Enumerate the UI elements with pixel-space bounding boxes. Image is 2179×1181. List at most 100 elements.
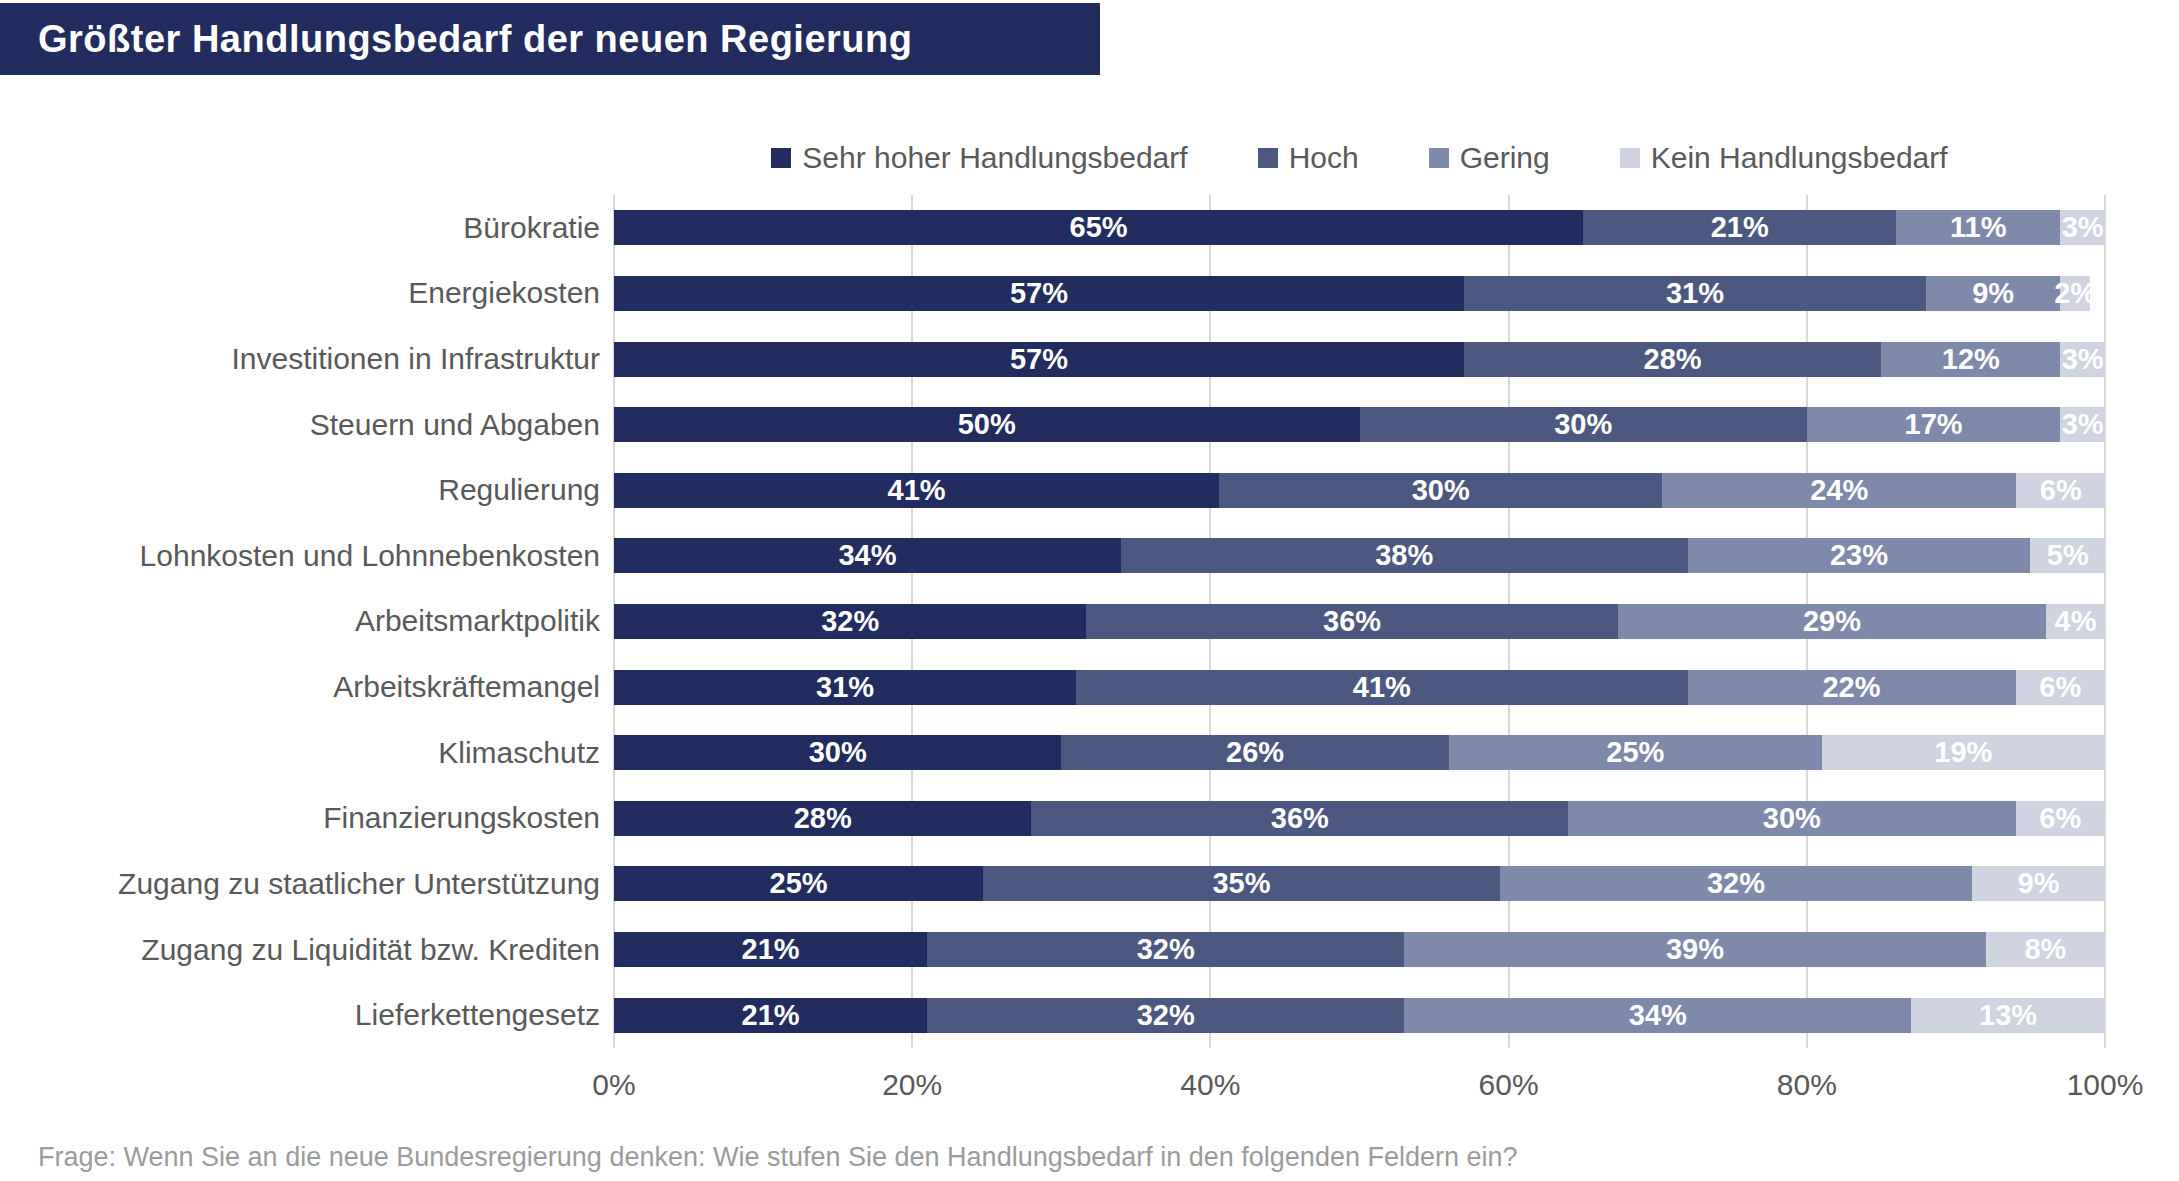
- value-label: 3%: [2062, 211, 2104, 244]
- value-label: 57%: [1010, 277, 1068, 310]
- value-label: 21%: [742, 933, 800, 966]
- bar-segment: 3%: [2060, 210, 2105, 245]
- value-label: 13%: [1979, 999, 2037, 1032]
- value-label: 22%: [1822, 671, 1880, 704]
- value-label: 35%: [1212, 867, 1270, 900]
- value-label: 36%: [1323, 605, 1381, 638]
- bar-segment: 28%: [1464, 342, 1881, 377]
- category-label: Zugang zu staatlicher Unterstützung: [40, 867, 614, 901]
- value-label: 17%: [1905, 408, 1963, 441]
- bar-segment: 35%: [983, 866, 1500, 901]
- bar-segment: 39%: [1404, 932, 1985, 967]
- bar-segment: 30%: [614, 735, 1061, 770]
- value-label: 29%: [1803, 605, 1861, 638]
- bar-segment: 41%: [614, 473, 1219, 508]
- chart-row: Regulierung41% 30% 24% 6%: [40, 457, 2105, 523]
- legend-swatch-icon: [771, 148, 791, 168]
- value-label: 11%: [1950, 211, 2006, 244]
- bar-track: 57% 31% 9%2%: [614, 276, 2105, 311]
- bar-segment: 38%: [1121, 538, 1688, 573]
- bar-segment: 32%: [614, 604, 1086, 639]
- category-label: Bürokratie: [40, 211, 614, 245]
- value-label: 5%: [2047, 539, 2089, 572]
- bar-track: 21% 32% 39% 8%: [614, 932, 2105, 967]
- legend-label: Sehr hoher Handlungsbedarf: [802, 141, 1187, 175]
- bar-segment: 32%: [927, 998, 1404, 1033]
- chart-row: Investitionen in Infrastruktur57%28%12%3…: [40, 326, 2105, 392]
- value-label: 65%: [1070, 211, 1128, 244]
- bar-segment: 9%: [1972, 866, 2105, 901]
- category-label: Regulierung: [40, 473, 614, 507]
- bar-segment: 30%: [1219, 473, 1662, 508]
- category-label: Arbeitsmarktpolitik: [40, 604, 614, 638]
- bar-segment: 32%: [1500, 866, 1972, 901]
- bar-segment: 21%: [614, 998, 927, 1033]
- bar-segment: 17%: [1807, 407, 2060, 442]
- bar-segment: 22%: [1688, 670, 2016, 705]
- chart-row: Arbeitskräftemangel31%41%22%6%: [40, 654, 2105, 720]
- bar-track: 21%32%34%13%: [614, 998, 2105, 1033]
- bar-track: 34%38% 23% 5%: [614, 538, 2105, 573]
- legend: Sehr hoher HandlungsbedarfHochGeringKein…: [614, 138, 2105, 178]
- axis-tick-label: 80%: [1777, 1068, 1837, 1102]
- bar-segment: 32%: [927, 932, 1404, 967]
- bar-segment: 65%: [614, 210, 1583, 245]
- value-label: 24%: [1810, 474, 1868, 507]
- value-label: 30%: [1763, 802, 1821, 835]
- value-label: 21%: [742, 999, 800, 1032]
- axis-tick-label: 0%: [592, 1068, 635, 1102]
- value-label: 31%: [816, 671, 874, 704]
- value-label: 23%: [1830, 539, 1888, 572]
- value-label: 25%: [1606, 736, 1664, 769]
- value-label: 6%: [2039, 802, 2081, 835]
- chart-row: Arbeitsmarktpolitik 32% 36% 29% 4%: [40, 589, 2105, 655]
- bar-segment: 30%: [1360, 407, 1807, 442]
- bar-segment: 6%: [2016, 670, 2105, 705]
- bar-segment: 28%: [614, 801, 1031, 836]
- value-label: 41%: [1353, 671, 1411, 704]
- bar-segment: 5%: [2030, 538, 2105, 573]
- legend-swatch-icon: [1429, 148, 1449, 168]
- bar-segment: 41%: [1076, 670, 1687, 705]
- chart-row: Energiekosten 57% 31% 9%2%: [40, 261, 2105, 327]
- value-label: 19%: [1934, 736, 1992, 769]
- category-label: Energiekosten: [40, 276, 614, 310]
- bar-segment: 13%: [1911, 998, 2105, 1033]
- chart-row: Zugang zu Liquidität bzw. Krediten 21% 32%…: [40, 917, 2105, 983]
- value-label: 8%: [2024, 933, 2066, 966]
- value-label: 31%: [1666, 277, 1724, 310]
- bar-segment: 9%: [1926, 276, 2060, 311]
- bar-segment: 31%: [1464, 276, 1926, 311]
- legend-swatch-icon: [1620, 148, 1640, 168]
- axis-tick-label: 100%: [2067, 1068, 2144, 1102]
- bar-segment: 57%: [614, 342, 1464, 377]
- chart-title: Größter Handlungsbedarf der neuen Regier…: [38, 18, 912, 61]
- value-label: 26%: [1226, 736, 1284, 769]
- value-label: 3%: [2062, 408, 2104, 441]
- value-label: 30%: [1412, 474, 1470, 507]
- bar-segment: 11%: [1896, 210, 2060, 245]
- chart-row: Bürokratie65%21%11%3%: [40, 195, 2105, 261]
- value-label: 9%: [2018, 867, 2060, 900]
- category-label: Zugang zu Liquidität bzw. Krediten: [40, 933, 614, 967]
- axis-tick-label: 40%: [1180, 1068, 1240, 1102]
- value-label: 30%: [1554, 408, 1612, 441]
- category-label: Steuern und Abgaben: [40, 408, 614, 442]
- bar-segment: 4%: [2046, 604, 2105, 639]
- bar-segment: 34%: [614, 538, 1121, 573]
- value-label: 6%: [2040, 474, 2082, 507]
- value-label: 2%: [2054, 277, 2096, 310]
- value-label: 39%: [1666, 933, 1724, 966]
- value-label: 32%: [1707, 867, 1765, 900]
- legend-item: Sehr hoher Handlungsbedarf: [771, 141, 1187, 175]
- legend-item: Gering: [1429, 141, 1550, 175]
- value-label: 32%: [821, 605, 879, 638]
- value-label: 32%: [1137, 933, 1195, 966]
- value-label: 6%: [2039, 671, 2081, 704]
- bar-track: 57%28%12%3%: [614, 342, 2105, 377]
- chart-page: Größter Handlungsbedarf der neuen Regier…: [0, 0, 2179, 1181]
- bar-segment: 6%: [2016, 473, 2105, 508]
- axis-tick-label: 20%: [882, 1068, 942, 1102]
- bar-track: 31% 41% 22% 6%: [614, 670, 2105, 705]
- category-label: Klimaschutz: [40, 736, 614, 770]
